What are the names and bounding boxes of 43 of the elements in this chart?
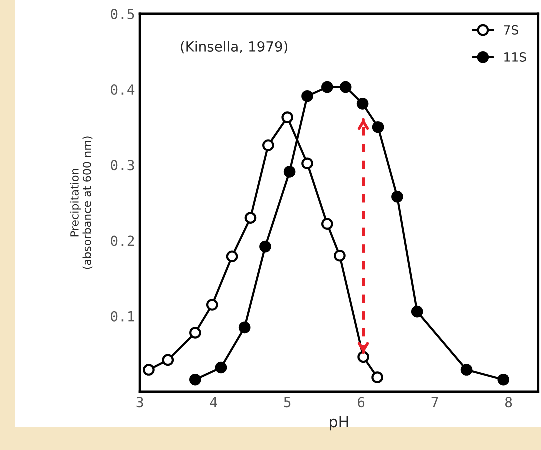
- x-tick-label: 3: [136, 397, 144, 408]
- point: [322, 218, 334, 230]
- annotation: (Kinsella, 1979): [181, 41, 288, 54]
- point: [372, 372, 384, 384]
- point: [392, 190, 404, 203]
- point: [302, 90, 314, 102]
- y-tick-label: 0.2: [111, 236, 134, 246]
- point: [162, 354, 174, 366]
- point: [190, 327, 202, 339]
- y-axis-title: Precipitation (absorbance at 600 nm): [70, 136, 93, 270]
- point: [358, 351, 370, 364]
- x-tick-label: 8: [506, 397, 512, 408]
- point: [460, 364, 473, 376]
- point: [238, 322, 251, 334]
- x-axis-title: pH: [330, 416, 348, 431]
- point: [215, 362, 228, 374]
- point: [334, 250, 346, 262]
- point: [322, 81, 334, 94]
- point: [143, 364, 155, 376]
- point: [260, 240, 272, 253]
- point: [226, 250, 238, 263]
- point: [244, 212, 257, 224]
- y-tick-label: 0.4: [111, 84, 135, 96]
- x-tick-label: 7: [432, 397, 438, 408]
- x-tick-label: 4: [210, 397, 218, 408]
- point: [282, 112, 294, 124]
- point: [206, 299, 218, 311]
- x-tick-label: 6: [358, 397, 365, 408]
- point: [340, 81, 352, 94]
- y-tick-label: 0.1: [111, 311, 134, 322]
- y-tick-label: 0.3: [111, 160, 134, 171]
- point: [302, 158, 314, 170]
- y-tick-label: 0.5: [111, 8, 134, 20]
- point: [356, 98, 369, 110]
- point: [411, 306, 424, 318]
- legend-label: 7S: [504, 25, 518, 35]
- point: [190, 374, 202, 386]
- point: [498, 374, 510, 386]
- legend-label: 11S: [504, 52, 526, 62]
- point: [284, 166, 296, 178]
- x-tick-label: 5: [284, 397, 291, 408]
- point: [372, 121, 384, 134]
- point: [262, 140, 274, 152]
